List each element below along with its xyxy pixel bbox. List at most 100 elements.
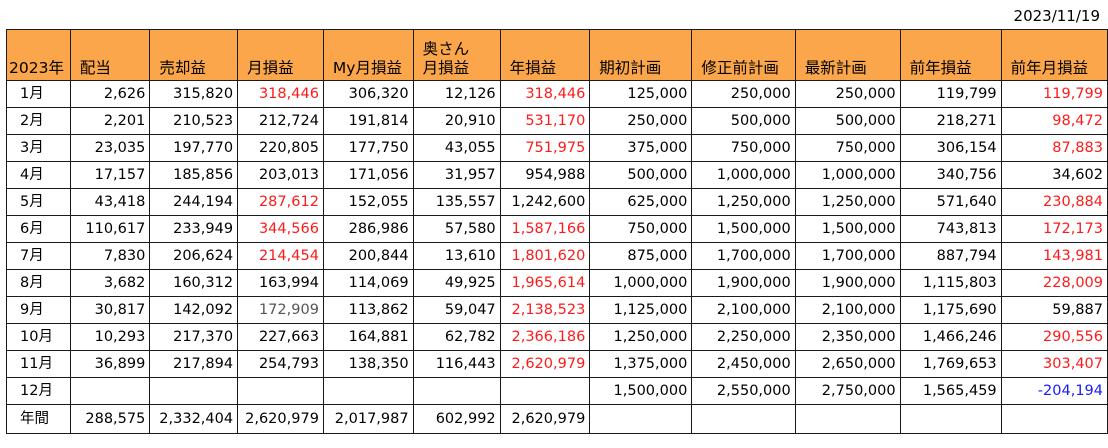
cell-wife-monthly-pnl[interactable]: 57,580 [412, 215, 501, 243]
cell-my-monthly-pnl[interactable] [322, 377, 414, 405]
cell-dividend[interactable]: 36,899 [69, 350, 151, 378]
cell-prev-year-monthly-pnl[interactable]: 172,173 [1000, 215, 1108, 243]
cell-initial-plan[interactable]: 250,000 [589, 107, 693, 135]
cell-initial-plan[interactable]: 1,000,000 [589, 269, 693, 297]
row-label[interactable]: 6月 [6, 215, 71, 243]
cell-prev-year-monthly-pnl[interactable]: 34,602 [1000, 161, 1108, 189]
cell-monthly-pnl[interactable]: 344,566 [237, 215, 324, 243]
cell-dividend[interactable]: 2,201 [69, 107, 151, 135]
cell-prev-year-pnl[interactable]: 1,175,690 [899, 296, 1002, 324]
cell-initial-plan[interactable]: 1,500,000 [589, 377, 693, 405]
cell-monthly-pnl[interactable]: 318,446 [237, 80, 324, 108]
cell-initial-plan[interactable] [589, 404, 693, 434]
cell-prev-year-pnl[interactable]: 119,799 [899, 80, 1002, 108]
header-initial-plan[interactable]: 期初計画 [589, 29, 693, 81]
cell-dividend[interactable]: 2,626 [69, 80, 151, 108]
row-label[interactable]: 10月 [6, 323, 71, 351]
row-label[interactable]: 1月 [6, 80, 71, 108]
cell-my-monthly-pnl[interactable]: 2,017,987 [322, 404, 414, 434]
header-sale-gain[interactable]: 売却益 [149, 29, 239, 81]
cell-latest-plan[interactable]: 1,900,000 [794, 269, 901, 297]
row-label[interactable]: 5月 [6, 188, 71, 216]
header-my-monthly-pnl[interactable]: My月損益 [322, 29, 414, 81]
cell-pre-revision-plan[interactable] [691, 404, 796, 434]
cell-prev-year-pnl[interactable] [899, 404, 1002, 434]
cell-pre-revision-plan[interactable]: 2,450,000 [691, 350, 796, 378]
cell-annual-pnl[interactable]: 318,446 [499, 80, 591, 108]
cell-pre-revision-plan[interactable]: 2,550,000 [691, 377, 796, 405]
cell-latest-plan[interactable]: 2,650,000 [794, 350, 901, 378]
cell-dividend[interactable]: 17,157 [69, 161, 151, 189]
cell-prev-year-monthly-pnl[interactable]: 143,981 [1000, 242, 1108, 270]
cell-initial-plan[interactable]: 875,000 [589, 242, 693, 270]
cell-monthly-pnl[interactable]: 203,013 [237, 161, 324, 189]
cell-prev-year-monthly-pnl[interactable]: 230,884 [1000, 188, 1108, 216]
cell-sale-gain[interactable]: 217,370 [149, 323, 239, 351]
cell-my-monthly-pnl[interactable]: 306,320 [322, 80, 414, 108]
cell-prev-year-monthly-pnl[interactable]: 119,799 [1000, 80, 1108, 108]
cell-monthly-pnl[interactable]: 254,793 [237, 350, 324, 378]
header-annual-pnl[interactable]: 年損益 [499, 29, 591, 81]
cell-pre-revision-plan[interactable]: 750,000 [691, 134, 796, 162]
cell-wife-monthly-pnl[interactable]: 602,992 [412, 404, 501, 434]
cell-my-monthly-pnl[interactable]: 177,750 [322, 134, 414, 162]
cell-latest-plan[interactable]: 1,700,000 [794, 242, 901, 270]
cell-annual-pnl[interactable]: 1,587,166 [499, 215, 591, 243]
cell-wife-monthly-pnl[interactable]: 43,055 [412, 134, 501, 162]
cell-latest-plan[interactable]: 250,000 [794, 80, 901, 108]
cell-pre-revision-plan[interactable]: 1,000,000 [691, 161, 796, 189]
cell-sale-gain[interactable]: 206,624 [149, 242, 239, 270]
row-label[interactable]: 4月 [6, 161, 71, 189]
cell-sale-gain[interactable]: 233,949 [149, 215, 239, 243]
cell-pre-revision-plan[interactable]: 2,100,000 [691, 296, 796, 324]
header-prev-year-monthly-pnl[interactable]: 前年月損益 [1000, 29, 1108, 81]
header-dividend[interactable]: 配当 [69, 29, 151, 81]
cell-prev-year-pnl[interactable]: 571,640 [899, 188, 1002, 216]
cell-latest-plan[interactable]: 2,750,000 [794, 377, 901, 405]
cell-sale-gain[interactable]: 244,194 [149, 188, 239, 216]
cell-prev-year-pnl[interactable]: 218,271 [899, 107, 1002, 135]
cell-dividend[interactable]: 23,035 [69, 134, 151, 162]
cell-dividend[interactable]: 3,682 [69, 269, 151, 297]
cell-initial-plan[interactable]: 625,000 [589, 188, 693, 216]
cell-prev-year-monthly-pnl[interactable]: 303,407 [1000, 350, 1108, 378]
cell-my-monthly-pnl[interactable]: 164,881 [322, 323, 414, 351]
cell-annual-pnl[interactable]: 751,975 [499, 134, 591, 162]
cell-annual-pnl[interactable]: 1,242,600 [499, 188, 591, 216]
row-label[interactable]: 2月 [6, 107, 71, 135]
cell-pre-revision-plan[interactable]: 1,250,000 [691, 188, 796, 216]
cell-sale-gain[interactable]: 142,092 [149, 296, 239, 324]
row-label[interactable]: 3月 [6, 134, 71, 162]
cell-annual-pnl[interactable]: 2,620,979 [499, 350, 591, 378]
cell-sale-gain[interactable]: 315,820 [149, 80, 239, 108]
cell-wife-monthly-pnl[interactable]: 49,925 [412, 269, 501, 297]
cell-sale-gain[interactable]: 2,332,404 [149, 404, 239, 434]
cell-annual-pnl[interactable]: 531,170 [499, 107, 591, 135]
cell-sale-gain[interactable] [149, 377, 239, 405]
cell-wife-monthly-pnl[interactable]: 62,782 [412, 323, 501, 351]
row-label[interactable]: 12月 [6, 377, 71, 405]
cell-annual-pnl[interactable]: 2,620,979 [499, 404, 591, 434]
row-label[interactable]: 7月 [6, 242, 71, 270]
cell-annual-pnl[interactable]: 2,366,186 [499, 323, 591, 351]
cell-dividend[interactable]: 110,617 [69, 215, 151, 243]
cell-prev-year-pnl[interactable]: 1,769,653 [899, 350, 1002, 378]
row-label[interactable]: 9月 [6, 296, 71, 324]
cell-annual-pnl[interactable]: 1,965,614 [499, 269, 591, 297]
cell-dividend[interactable]: 43,418 [69, 188, 151, 216]
cell-my-monthly-pnl[interactable]: 152,055 [322, 188, 414, 216]
cell-wife-monthly-pnl[interactable]: 31,957 [412, 161, 501, 189]
cell-initial-plan[interactable]: 1,375,000 [589, 350, 693, 378]
cell-prev-year-monthly-pnl[interactable]: -204,194 [1000, 377, 1108, 405]
cell-wife-monthly-pnl[interactable]: 20,910 [412, 107, 501, 135]
header-year[interactable]: 2023年 [6, 29, 71, 81]
cell-latest-plan[interactable]: 1,250,000 [794, 188, 901, 216]
cell-monthly-pnl[interactable] [237, 377, 324, 405]
header-prev-year-pnl[interactable]: 前年損益 [899, 29, 1002, 81]
cell-annual-pnl[interactable]: 954,988 [499, 161, 591, 189]
cell-latest-plan[interactable]: 750,000 [794, 134, 901, 162]
cell-prev-year-monthly-pnl[interactable] [1000, 404, 1108, 434]
cell-prev-year-pnl[interactable]: 1,115,803 [899, 269, 1002, 297]
header-latest-plan[interactable]: 最新計画 [794, 29, 901, 81]
header-wife-monthly-pnl[interactable]: 奥さん 月損益 [412, 29, 501, 81]
